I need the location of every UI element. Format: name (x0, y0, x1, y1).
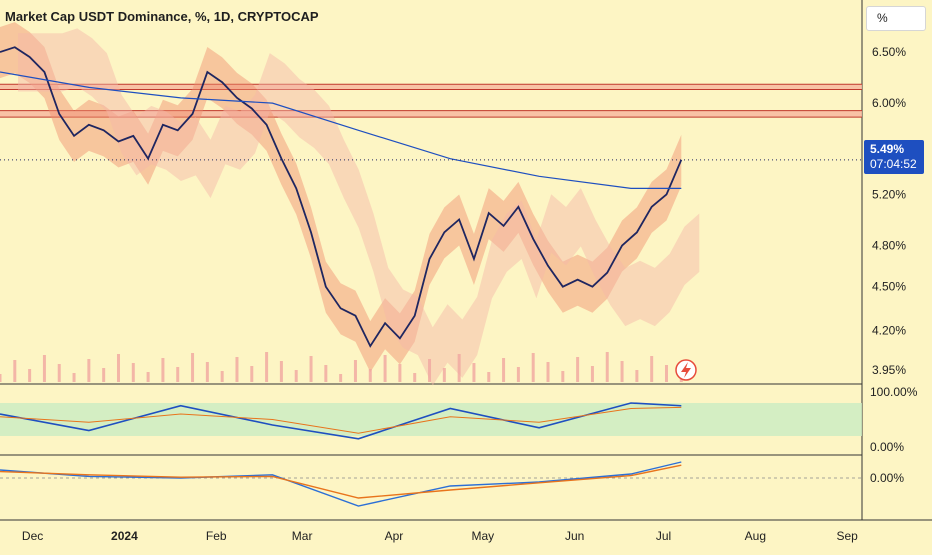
time-tick-label: Aug (745, 529, 766, 543)
stoch-d-line (0, 406, 682, 434)
volume-bar (87, 359, 91, 382)
volume-bar (383, 355, 387, 382)
volume-bar (294, 370, 298, 382)
volume-bar (116, 354, 120, 382)
volume-bar (605, 352, 609, 382)
volume-bar (176, 367, 180, 382)
stoch-rsi-plot (0, 402, 862, 440)
price-tick-label: 6.50% (872, 45, 906, 59)
volume-bar (235, 357, 239, 382)
volume-bar (442, 368, 446, 382)
time-axis: Dec 2024 Feb Mar Apr May Jun Jul Aug Sep (22, 529, 858, 543)
chart-title: Market Cap USDT Dominance, %, 1D, CRYPTO… (5, 9, 319, 24)
volume-bar (265, 352, 269, 382)
time-tick-label: Jun (565, 529, 584, 543)
indicator-overlays (0, 22, 700, 386)
ichimoku-cloud (18, 28, 700, 386)
resistance-zones (0, 83, 862, 118)
volume-bar (472, 363, 476, 382)
time-tick-label: Apr (385, 529, 404, 543)
volume-bar (191, 353, 195, 382)
volume-bar (250, 366, 254, 382)
volume-bar (205, 362, 209, 382)
volume-bar (279, 361, 283, 382)
volume-bar (57, 364, 61, 382)
volume-bar (28, 369, 32, 382)
resistance-zone (0, 110, 862, 118)
bar-countdown: 07:04:52 (870, 157, 917, 171)
volume-bar (131, 363, 135, 382)
volume-bar (531, 353, 535, 382)
price-tick-label: 6.00% (872, 96, 906, 110)
volume-bar (516, 367, 520, 382)
volume-bar (650, 356, 654, 382)
volume-bar (457, 354, 461, 382)
last-price-tag: 5.49% 07:04:52 (864, 140, 924, 174)
volume-bar (161, 358, 165, 382)
volume-bar (0, 374, 2, 382)
ma-ribbon (0, 22, 682, 373)
bolt-glyph (681, 362, 691, 378)
volume-bar (102, 368, 106, 382)
volume-bar (42, 355, 46, 382)
price-tick-label: 5.20% (872, 187, 906, 201)
macd-plot (0, 461, 862, 507)
volume-bar (220, 371, 224, 382)
volume-bar (590, 366, 594, 382)
volume-bar (561, 371, 565, 382)
price-tick-label: 4.50% (872, 280, 906, 294)
volume-bar (487, 372, 491, 382)
price-tick-label: 4.80% (872, 239, 906, 253)
stoch-k-line (0, 402, 682, 440)
time-tick-label: Feb (206, 529, 227, 543)
macd-line (0, 461, 682, 507)
volume-bar (339, 374, 343, 382)
volume-bar (413, 373, 417, 382)
resistance-zone (0, 84, 862, 90)
rsi-tick-label: 0.00% (870, 440, 904, 454)
time-tick-label: Dec (22, 529, 43, 543)
unit-button[interactable]: % (866, 6, 926, 31)
last-price-value: 5.49% (870, 142, 905, 156)
volume-bar (664, 365, 668, 382)
price-tick-label: 3.95% (872, 363, 906, 377)
price-plot (0, 46, 862, 348)
time-tick-label: Sep (837, 529, 859, 543)
time-tick-label: May (472, 529, 495, 543)
volume-bar (635, 370, 639, 382)
volume-bar (576, 357, 580, 382)
time-tick-label: Jul (656, 529, 671, 543)
time-tick-label: Mar (292, 529, 313, 543)
price-axis: 6.50%6.00%5.60%5.20%4.80%4.50%4.20%3.95%… (870, 45, 918, 485)
moving-average-line (0, 71, 682, 189)
price-tick-label: 4.20% (872, 324, 906, 338)
volume-bar (546, 362, 550, 382)
volume-bar (13, 360, 17, 382)
volume-bar (502, 358, 506, 382)
volume-bar (398, 364, 402, 382)
volume-bar (353, 360, 357, 382)
signal-line (0, 464, 682, 499)
volume-bar (72, 373, 76, 382)
volume-bar (309, 356, 313, 382)
macd-tick-label: 0.00% (870, 471, 904, 485)
rsi-band (0, 403, 862, 436)
volume-bar (620, 361, 624, 382)
volume-bar (368, 369, 372, 382)
time-tick-label: 2024 (111, 529, 138, 543)
rsi-tick-label: 100.00% (870, 385, 918, 399)
price-line (0, 46, 683, 348)
volume-bar (324, 365, 328, 382)
volume-bar (146, 372, 150, 382)
volume-bar (428, 359, 432, 382)
bolt-logo-icon (675, 359, 697, 381)
